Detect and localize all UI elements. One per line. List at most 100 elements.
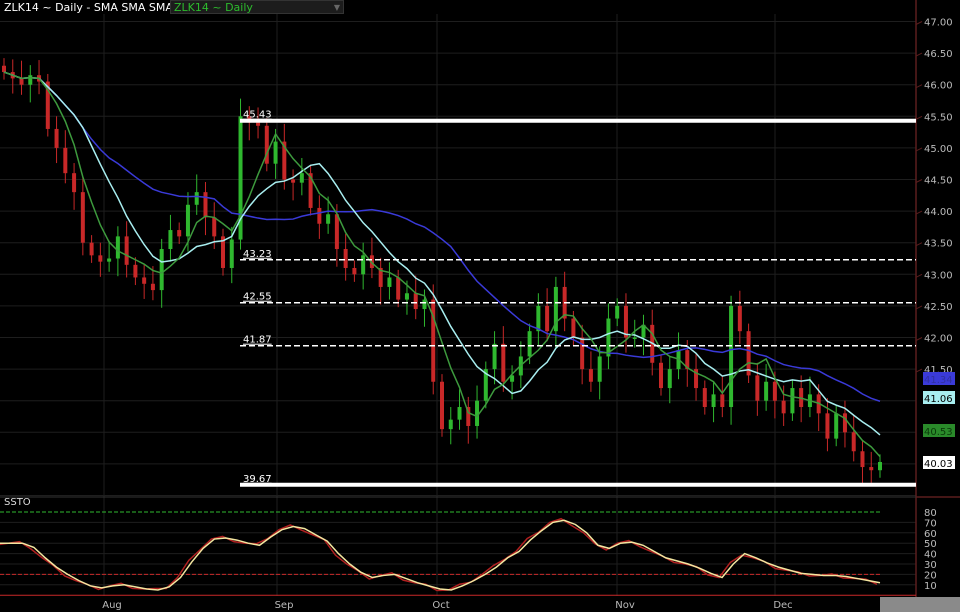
candle-body bbox=[72, 173, 77, 193]
candle-body bbox=[475, 400, 480, 426]
candle-body bbox=[185, 204, 190, 237]
price-tick-label: 44.50 bbox=[924, 176, 953, 187]
ssto-k-line bbox=[0, 519, 881, 591]
sma-mid-value-tag-text: 41.06 bbox=[924, 394, 953, 405]
candle-body bbox=[80, 192, 85, 243]
candle bbox=[869, 451, 874, 483]
price-tick bbox=[915, 305, 923, 310]
candle bbox=[124, 221, 129, 278]
candle bbox=[352, 260, 357, 282]
sma-mid-value-tag: 41.06 bbox=[923, 391, 955, 405]
price-tick bbox=[915, 84, 923, 89]
symbol-select[interactable]: ZLK14 ~ Daily ▼ bbox=[170, 0, 344, 14]
candle-body bbox=[2, 65, 6, 73]
candle bbox=[142, 264, 147, 299]
candle-body bbox=[273, 141, 278, 164]
price-tick bbox=[915, 147, 923, 152]
candle-body bbox=[842, 413, 847, 433]
candle-body bbox=[851, 432, 856, 452]
candle-body bbox=[177, 230, 182, 237]
candle-body bbox=[457, 407, 462, 420]
candle bbox=[361, 242, 366, 290]
candle-body bbox=[623, 305, 628, 338]
candle bbox=[396, 269, 401, 308]
candle-body bbox=[422, 299, 427, 310]
candle bbox=[299, 158, 304, 196]
candle bbox=[659, 355, 663, 396]
price-tick-label: 41.50 bbox=[924, 365, 953, 376]
candle bbox=[667, 356, 672, 404]
candle bbox=[501, 326, 506, 392]
price-tick-label: 46.00 bbox=[924, 81, 953, 92]
candle-body bbox=[685, 350, 690, 370]
price-tick bbox=[915, 21, 923, 25]
candle bbox=[413, 275, 418, 320]
osc-tick-label: 60 bbox=[924, 529, 937, 540]
candle bbox=[28, 65, 33, 103]
candle bbox=[553, 276, 558, 349]
candle bbox=[615, 298, 620, 327]
candle-body bbox=[404, 293, 409, 300]
date-label: Aug bbox=[102, 600, 122, 611]
candle-body bbox=[571, 318, 576, 338]
candle bbox=[588, 351, 593, 392]
candle bbox=[343, 233, 348, 281]
candle-body bbox=[203, 192, 208, 218]
candle-body bbox=[527, 331, 532, 357]
candle-body bbox=[334, 214, 339, 250]
osc-tick-label: 80 bbox=[924, 508, 937, 519]
chevron-down-icon[interactable]: ▼ bbox=[333, 3, 340, 12]
candle-body bbox=[28, 75, 33, 85]
candle bbox=[63, 130, 68, 184]
horizontal-scrollbar[interactable] bbox=[880, 597, 960, 612]
osc-tick-label: 70 bbox=[924, 518, 937, 529]
candle bbox=[694, 353, 699, 401]
candle-body bbox=[168, 230, 173, 250]
candle-body bbox=[282, 141, 287, 180]
candle-body bbox=[606, 318, 611, 357]
price-tick-label: 45.50 bbox=[924, 112, 953, 123]
candle bbox=[150, 266, 155, 301]
candle bbox=[54, 116, 59, 164]
candle bbox=[404, 280, 409, 315]
candle-body bbox=[378, 267, 383, 287]
candle-body bbox=[63, 147, 68, 174]
candle bbox=[369, 237, 374, 279]
candle-body bbox=[326, 214, 331, 224]
candle-body bbox=[659, 362, 663, 389]
candle bbox=[545, 288, 550, 342]
candle-body bbox=[711, 394, 716, 408]
candle bbox=[632, 319, 637, 348]
candle-body bbox=[159, 249, 164, 291]
date-label: Sep bbox=[275, 600, 294, 611]
level-label: 41.87 bbox=[243, 335, 272, 346]
price-tick bbox=[915, 273, 923, 278]
candle bbox=[317, 195, 322, 239]
candle bbox=[790, 380, 795, 421]
candle bbox=[755, 362, 760, 416]
candle-body bbox=[545, 305, 550, 332]
candle-body bbox=[781, 400, 786, 414]
candle-body bbox=[194, 192, 199, 205]
candle-body bbox=[413, 293, 418, 310]
candle-body bbox=[755, 375, 760, 401]
sma-fast-value-tag-text: 40.53 bbox=[924, 427, 953, 438]
candle-body bbox=[764, 381, 769, 401]
candle bbox=[466, 396, 471, 444]
candle-body bbox=[352, 267, 357, 275]
sma-slow-line bbox=[3, 71, 881, 402]
price-tick-label: 46.50 bbox=[924, 49, 953, 60]
price-tick-label: 43.00 bbox=[924, 270, 953, 281]
candle bbox=[326, 196, 331, 234]
candle-body bbox=[142, 277, 147, 284]
candle-body bbox=[212, 217, 217, 237]
candle bbox=[308, 165, 313, 216]
candle bbox=[702, 380, 707, 415]
candle-body bbox=[440, 381, 444, 430]
candle bbox=[291, 169, 296, 201]
candle bbox=[98, 242, 103, 277]
candle bbox=[133, 257, 138, 286]
candle bbox=[720, 376, 725, 418]
candle-body bbox=[343, 249, 348, 268]
